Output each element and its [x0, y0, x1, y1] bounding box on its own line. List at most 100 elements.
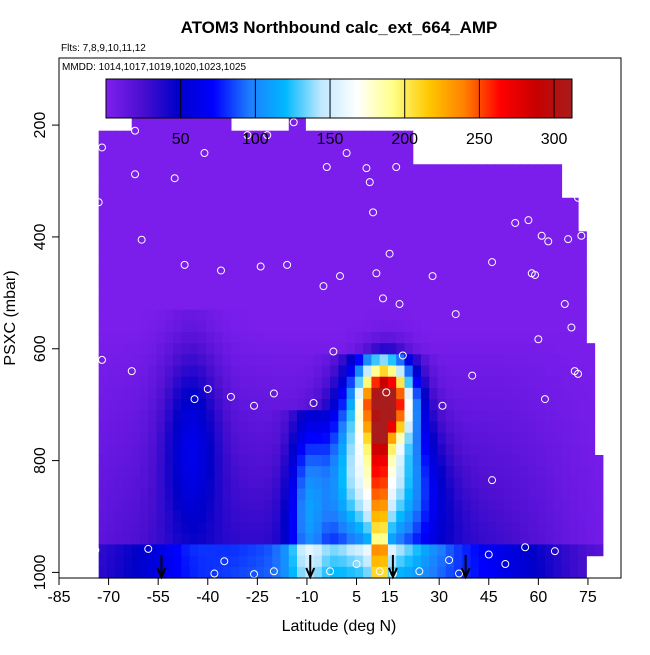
heatmap-cell [487, 399, 496, 411]
heatmap-cell [495, 499, 505, 512]
heatmap-cell [495, 164, 505, 177]
heatmap-cell [255, 410, 265, 423]
heatmap-cell [280, 454, 290, 467]
heatmap-cell [379, 287, 389, 300]
heatmap-cell [321, 510, 331, 523]
heatmap-cell [363, 276, 372, 288]
sample-point [200, 149, 209, 158]
heatmap-cell [528, 454, 538, 467]
heatmap-cell [487, 387, 496, 400]
heatmap-cell [98, 533, 108, 546]
heatmap-cell [181, 466, 191, 478]
heatmap-cell [544, 276, 554, 288]
heatmap-cell [280, 399, 290, 411]
heatmap-cell [437, 499, 447, 512]
heatmap-cell [139, 264, 149, 277]
heatmap-cell [173, 566, 182, 579]
heatmap-cell [553, 276, 563, 288]
y-tick-label: 800 [32, 447, 49, 474]
heatmap-cell [412, 555, 422, 568]
heatmap-cell [445, 443, 455, 456]
heatmap-cell [247, 387, 257, 400]
heatmap-cell [330, 566, 339, 579]
heatmap-cell [478, 443, 488, 456]
heatmap-cell [346, 331, 356, 344]
heatmap-cell [297, 477, 306, 490]
chart-title: ATOM3 Northbound calc_ext_664_AMP [181, 18, 498, 37]
heatmap-cell [346, 208, 356, 221]
heatmap-cell [181, 566, 191, 579]
heatmap-cell [115, 264, 125, 277]
heatmap-cell [404, 220, 414, 232]
sample-point [127, 367, 136, 376]
heatmap-cell [346, 164, 356, 177]
heatmap-cell [313, 466, 323, 478]
heatmap-cell [528, 276, 538, 288]
heatmap-cell [478, 186, 488, 199]
heatmap-cell [206, 298, 215, 311]
heatmap-cell [230, 421, 240, 434]
heatmap-cell [478, 220, 488, 232]
heatmap-cell [487, 208, 496, 221]
heatmap-cell [330, 298, 339, 311]
heatmap-cell [346, 432, 356, 445]
heatmap-cell [553, 488, 563, 501]
heatmap-cell [206, 544, 215, 557]
heatmap-cell [346, 298, 356, 311]
heatmap-cell [189, 510, 199, 523]
heatmap-cell [371, 253, 381, 266]
heatmap-cell [396, 555, 406, 568]
heatmap-cell [106, 231, 116, 244]
heatmap-cell [379, 242, 389, 255]
heatmap-cell [503, 488, 513, 501]
heatmap-cell [437, 186, 447, 199]
heatmap-cell [462, 197, 472, 210]
heatmap-cell [387, 331, 397, 344]
sample-point [488, 476, 497, 485]
heatmap-cell [330, 544, 339, 557]
heatmap-cell [387, 533, 397, 546]
heatmap-cell [387, 242, 397, 255]
heatmap-cell [173, 309, 182, 322]
heatmap-cell [553, 365, 563, 378]
heatmap-cell [272, 298, 282, 311]
heatmap-cell [354, 343, 364, 355]
heatmap-cell [197, 354, 207, 367]
heatmap-cell [553, 454, 563, 467]
heatmap-cell [173, 153, 182, 165]
heatmap-cell [420, 264, 430, 277]
heatmap-cell [544, 242, 554, 255]
heatmap-cell [478, 399, 488, 411]
heatmap-cell [181, 544, 191, 557]
heatmap-cell [404, 399, 414, 411]
heatmap-cell [412, 354, 422, 367]
heatmap-cell [561, 432, 571, 445]
heatmap-cell [139, 130, 149, 143]
heatmap-cell [98, 309, 108, 322]
heatmap-cell [396, 298, 406, 311]
heatmap-cell [313, 186, 323, 199]
heatmap-cell [371, 331, 381, 344]
heatmap-cell [239, 510, 249, 523]
heatmap-cell [520, 175, 530, 188]
heatmap-cell [280, 432, 290, 445]
heatmap-cell [363, 231, 372, 244]
heatmap-cell [528, 197, 538, 210]
heatmap-cell [222, 141, 232, 154]
heatmap-cell [396, 376, 406, 389]
heatmap-cell [189, 522, 199, 534]
heatmap-cell [396, 343, 406, 355]
heatmap-cell [586, 488, 596, 501]
heatmap-cell [173, 488, 182, 501]
heatmap-cell [462, 320, 472, 333]
heatmap-cell [528, 220, 538, 232]
heatmap-cell [346, 477, 356, 490]
heatmap-cell [354, 510, 364, 523]
heatmap-cell [528, 421, 538, 434]
heatmap-cell [429, 253, 439, 266]
heatmap-cell [156, 208, 166, 221]
heatmap-cell [437, 376, 447, 389]
heatmap-cell [429, 399, 439, 411]
heatmap-cell [478, 477, 488, 490]
heatmap-cell [123, 499, 133, 512]
